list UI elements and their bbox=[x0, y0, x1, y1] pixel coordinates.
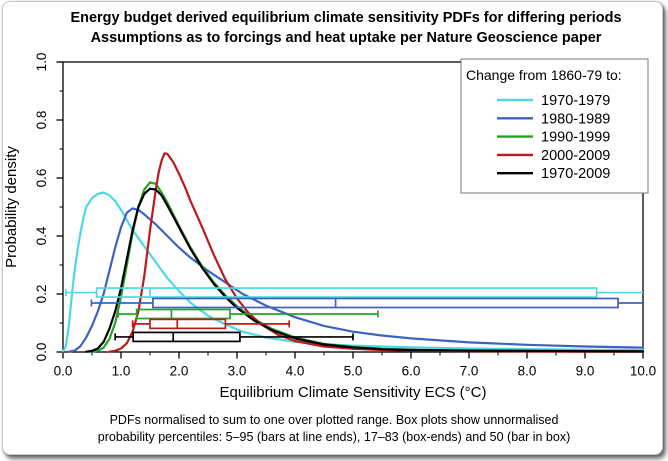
legend: Change from 1860-79 to: 1970-1979 1980-19… bbox=[460, 58, 649, 194]
x-tick-label: 2.0 bbox=[170, 364, 189, 379]
y-axis-label: Probability density bbox=[3, 146, 20, 268]
y-tick-label: 0.6 bbox=[34, 169, 49, 188]
legend-box bbox=[460, 58, 649, 194]
legend-label-2000-2009: 2000-2009 bbox=[541, 148, 610, 164]
boxplot-1970-2009 bbox=[114, 331, 354, 343]
x-tick-label: 0.0 bbox=[54, 364, 73, 379]
x-tick-label: 4.0 bbox=[286, 364, 305, 379]
curve-1970-2009 bbox=[85, 187, 645, 353]
legend-title: Change from 1860-79 to: bbox=[466, 67, 622, 83]
x-axis-label: Equilibrium Climate Sensitivity ECS (°C) bbox=[220, 384, 487, 401]
x-tick-label: 1.0 bbox=[112, 364, 131, 379]
legend-label-1970-2009: 1970-2009 bbox=[541, 166, 610, 182]
footnote-line1: PDFs normalised to sum to one over plott… bbox=[110, 413, 559, 427]
percentile-boxplots bbox=[65, 287, 643, 343]
box-17-83 bbox=[149, 318, 227, 330]
x-tick-label: 6.0 bbox=[402, 364, 421, 379]
box-17-83 bbox=[135, 308, 231, 320]
y-tick-label: 0.4 bbox=[34, 226, 49, 245]
legend-label-1970-1979: 1970-1979 bbox=[541, 93, 610, 109]
x-tick-label: 9.0 bbox=[576, 364, 595, 379]
curve-1980-1989 bbox=[67, 207, 645, 353]
x-tick-label: 8.0 bbox=[518, 364, 537, 379]
boxplot-1970-1979 bbox=[65, 287, 643, 298]
y-tick-label: 0.0 bbox=[34, 343, 49, 362]
y-tick-label: 0.8 bbox=[34, 111, 49, 130]
footnote-line2: probability percentiles: 5–95 (bars at l… bbox=[98, 430, 571, 444]
y-tick-label: 0.2 bbox=[34, 285, 49, 304]
boxplot-2000-2009 bbox=[131, 318, 291, 330]
chart-title: Energy budget derived equilibrium climat… bbox=[70, 10, 621, 26]
x-tick-label: 5.0 bbox=[344, 364, 363, 379]
box-17-83 bbox=[132, 331, 241, 343]
legend-items: 1970-1979 1980-1989 1990-1999 2000-2009 1970… bbox=[497, 93, 610, 182]
axis-ticks: 0.0 1.0 2.0 3.0 4.0 5.0 6.0 7.0 8.0 9.0 10.0 0.0 0.2… bbox=[34, 53, 656, 379]
y-tick-label: 1.0 bbox=[34, 53, 49, 72]
x-tick-label: 7.0 bbox=[460, 364, 479, 379]
x-tick-label: 3.0 bbox=[228, 364, 247, 379]
boxplot-1990-1999 bbox=[117, 308, 379, 320]
chart-subtitle: Assumptions as to forcings and heat upta… bbox=[91, 30, 602, 46]
legend-label-1980-1989: 1980-1989 bbox=[541, 111, 610, 127]
curve-1990-1999 bbox=[90, 181, 645, 353]
boxplot-1980-1989 bbox=[90, 297, 643, 309]
legend-label-1990-1999: 1990-1999 bbox=[541, 130, 610, 146]
box-17-83 bbox=[152, 297, 619, 309]
box-17-83 bbox=[95, 287, 598, 298]
x-tick-label: 10.0 bbox=[630, 364, 656, 379]
